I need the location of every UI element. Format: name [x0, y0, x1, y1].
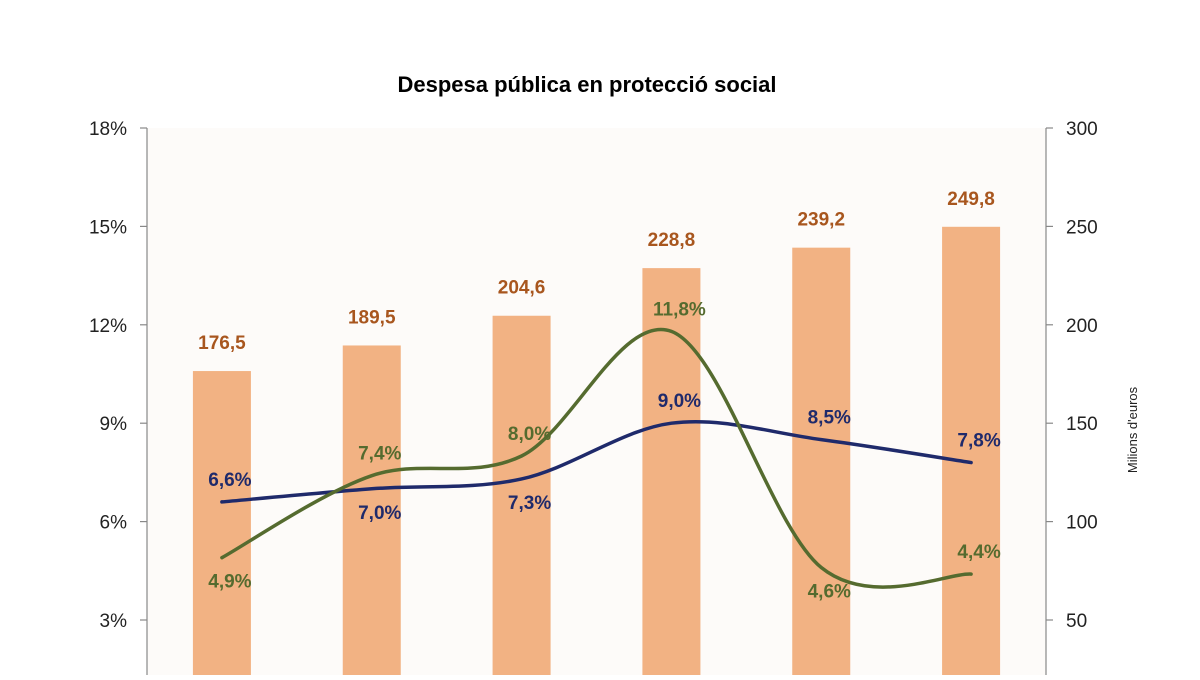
bar-value-label: 239,2 — [797, 210, 845, 231]
left-tick-label: 9% — [100, 414, 128, 435]
bar-value-label: 204,6 — [498, 278, 546, 299]
right-tick-label: 250 — [1066, 217, 1098, 238]
series-point-label: 4,6% — [808, 582, 851, 603]
series-point-label: 9,0% — [658, 391, 701, 412]
series-point-label: 11,8% — [653, 299, 706, 320]
left-tick-label: 15% — [89, 217, 127, 238]
bar — [792, 247, 851, 675]
bar — [192, 371, 251, 675]
series-point-label: 7,3% — [508, 493, 551, 514]
right-tick-label: 200 — [1066, 316, 1098, 337]
left-tick-label: 12% — [89, 316, 127, 337]
series-point-label: 4,4% — [957, 542, 1000, 563]
right-tick-label: 150 — [1066, 414, 1098, 435]
bar — [642, 268, 701, 675]
plot-area — [147, 128, 1046, 675]
series-point-label: 8,0% — [508, 424, 551, 445]
series-point-label: 8,5% — [808, 408, 851, 429]
bar — [492, 315, 551, 675]
left-tick-label: 6% — [100, 513, 128, 534]
bar-value-label: 189,5 — [348, 307, 396, 328]
right-axis-title: Milions d'euros — [1125, 386, 1140, 473]
series-point-label: 7,4% — [358, 444, 401, 465]
bar — [342, 345, 401, 675]
right-tick-label: 100 — [1066, 513, 1098, 534]
right-tick-label: 300 — [1066, 119, 1098, 140]
bar — [942, 226, 1001, 676]
series-point-label: 7,8% — [957, 431, 1000, 452]
right-tick-label: 50 — [1066, 611, 1087, 632]
series-point-label: 7,0% — [358, 503, 401, 524]
series-line — [220, 327, 973, 589]
left-tick-label: 3% — [100, 611, 128, 632]
bar-value-label: 249,8 — [947, 189, 995, 210]
series-line — [220, 419, 973, 504]
chart-title: Despesa pública en protecció social — [397, 72, 776, 97]
bar-value-label: 176,5 — [198, 333, 246, 354]
series-point-label: 6,6% — [208, 470, 251, 491]
bar-value-label: 228,8 — [648, 230, 696, 251]
left-tick-label: 18% — [89, 119, 127, 140]
series-point-label: 4,9% — [208, 572, 251, 593]
